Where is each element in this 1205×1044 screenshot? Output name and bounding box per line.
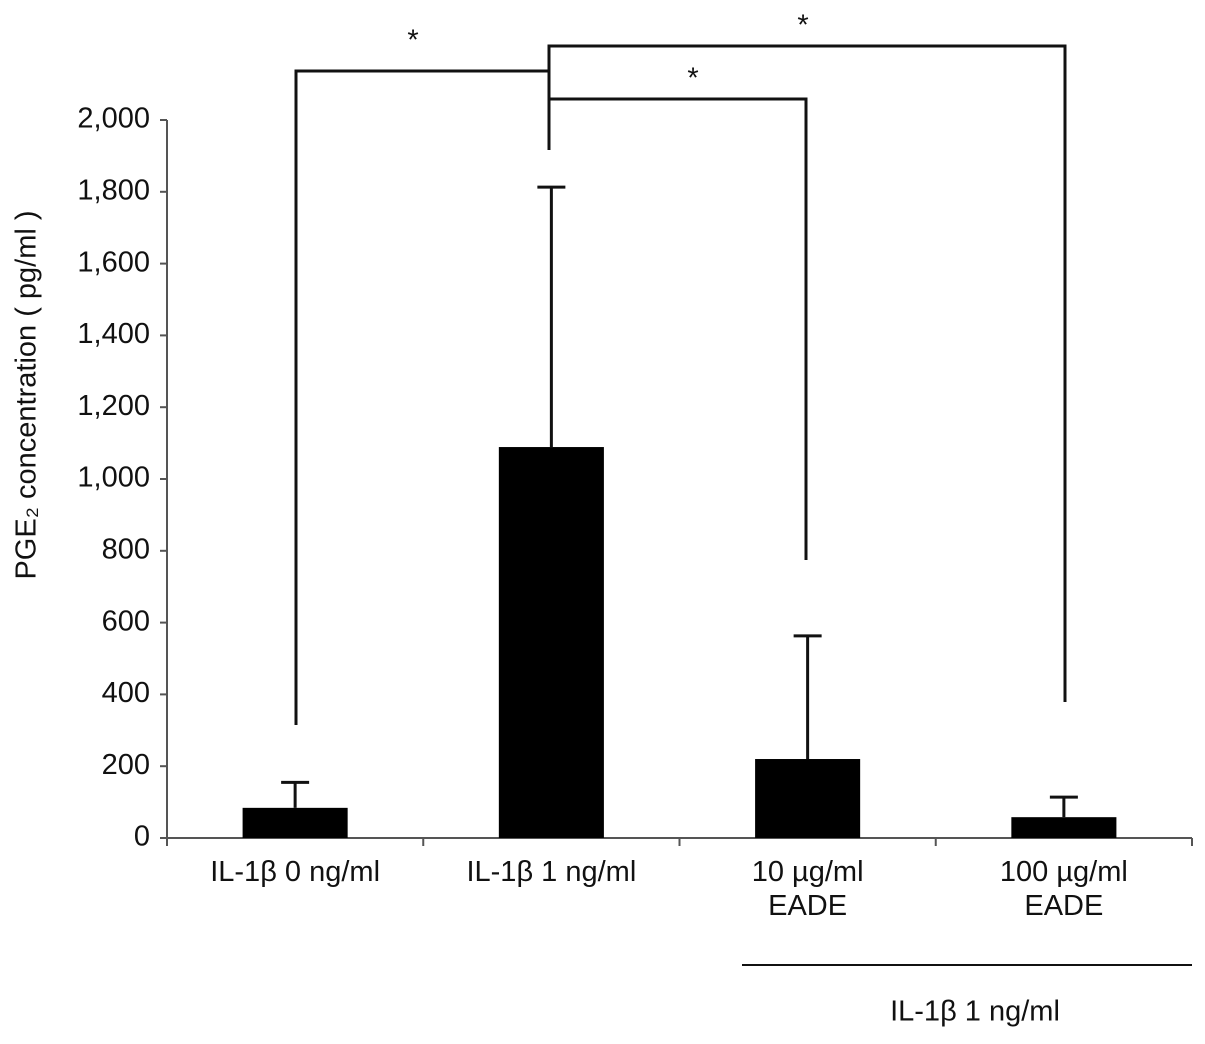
bar	[1011, 817, 1117, 838]
y-tick-label: 1,000	[77, 462, 150, 494]
x-tick-label: 10 µg/ml EADE	[751, 856, 864, 922]
significance-star: *	[797, 10, 808, 42]
bar	[242, 807, 348, 838]
group-label: IL-1β 1 ng/ml	[890, 996, 1060, 1028]
x-tick-label: 100 µg/ml EADE	[999, 856, 1128, 922]
y-tick-label: 400	[102, 677, 150, 709]
significance-bracket	[547, 44, 1067, 702]
significance-star: *	[407, 25, 418, 57]
y-tick-label: 1,600	[77, 246, 150, 278]
significance-bracket	[549, 97, 808, 560]
y-tick-label: 1,800	[77, 174, 150, 206]
bar	[755, 759, 861, 838]
y-tick-label: 0	[134, 821, 150, 853]
y-tick-label: 1,200	[77, 390, 150, 422]
bar	[498, 447, 604, 838]
y-tick-label: 200	[102, 749, 150, 781]
significance-bracket	[294, 69, 551, 725]
y-tick-label: 800	[102, 533, 150, 565]
y-axis-label: PGE₂ concentration ( pg/ml )	[11, 210, 43, 579]
x-tick-label: IL-1β 0 ng/ml	[210, 856, 381, 888]
y-tick-label: 2,000	[77, 103, 150, 135]
x-tick-label: IL-1β 1 ng/ml	[466, 856, 637, 888]
y-tick-label: 600	[102, 605, 150, 637]
significance-star: *	[687, 63, 698, 95]
y-tick-label: 1,400	[77, 318, 150, 350]
